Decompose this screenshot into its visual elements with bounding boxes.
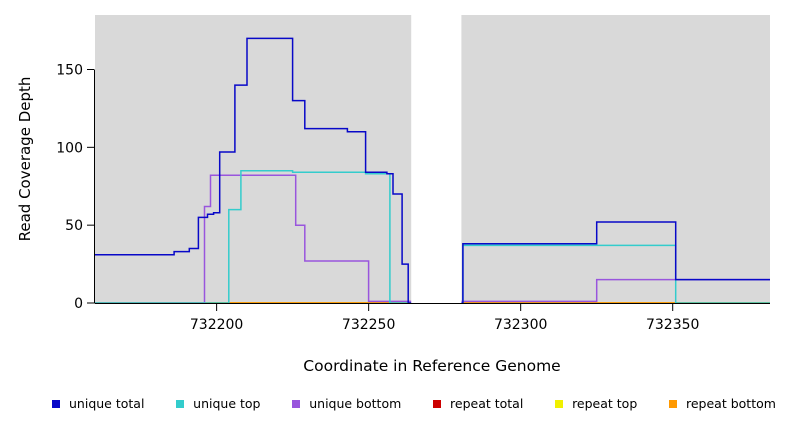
legend-swatch-unique-total [52,399,60,408]
legend-label: unique total [69,396,145,411]
legend-swatch-unique-bottom [292,399,301,408]
y-tick-label: 100 [56,140,83,156]
x-tick-label: 732350 [646,317,699,333]
legend-label: repeat top [572,396,638,411]
x-tick-label: 732200 [190,317,243,333]
legend-item-repeat-total: repeat total [433,396,523,411]
legend-item-unique-bottom: unique bottom [292,396,401,411]
legend-item-unique-total: unique total [52,396,144,411]
series-unique-top [95,169,770,304]
legend-swatch-repeat-bottom [669,399,677,408]
legend-label: repeat total [450,396,524,411]
y-tick-label: 50 [65,218,83,234]
x-axis-label: Coordinate in Reference Genome [303,357,560,375]
legend-swatch-repeat-top [555,399,564,408]
legend-label: unique top [193,396,261,411]
legend-item-unique-top: unique top [176,396,260,411]
chart-legend: unique total unique top unique bottom repea… [0,396,792,411]
legend-item-repeat-bottom: repeat bottom [669,396,776,411]
no-data-gap [411,14,462,303]
coverage-plot-svg: Coordinate in Reference Genome Read Cove… [16,14,770,375]
legend-label: repeat bottom [686,396,776,411]
y-tick-label: 150 [56,62,83,78]
legend-swatch-unique-top [176,399,185,408]
series-unique-bottom [95,174,770,304]
x-tick-label: 732300 [494,317,547,333]
legend-label: unique bottom [309,396,402,411]
x-tick-label: 732250 [342,317,395,333]
legend-item-repeat-top: repeat top [555,396,637,411]
y-tick-label: 0 [74,296,83,312]
legend-swatch-repeat-total [433,399,442,408]
y-axis-label: Read Coverage Depth [16,77,34,242]
